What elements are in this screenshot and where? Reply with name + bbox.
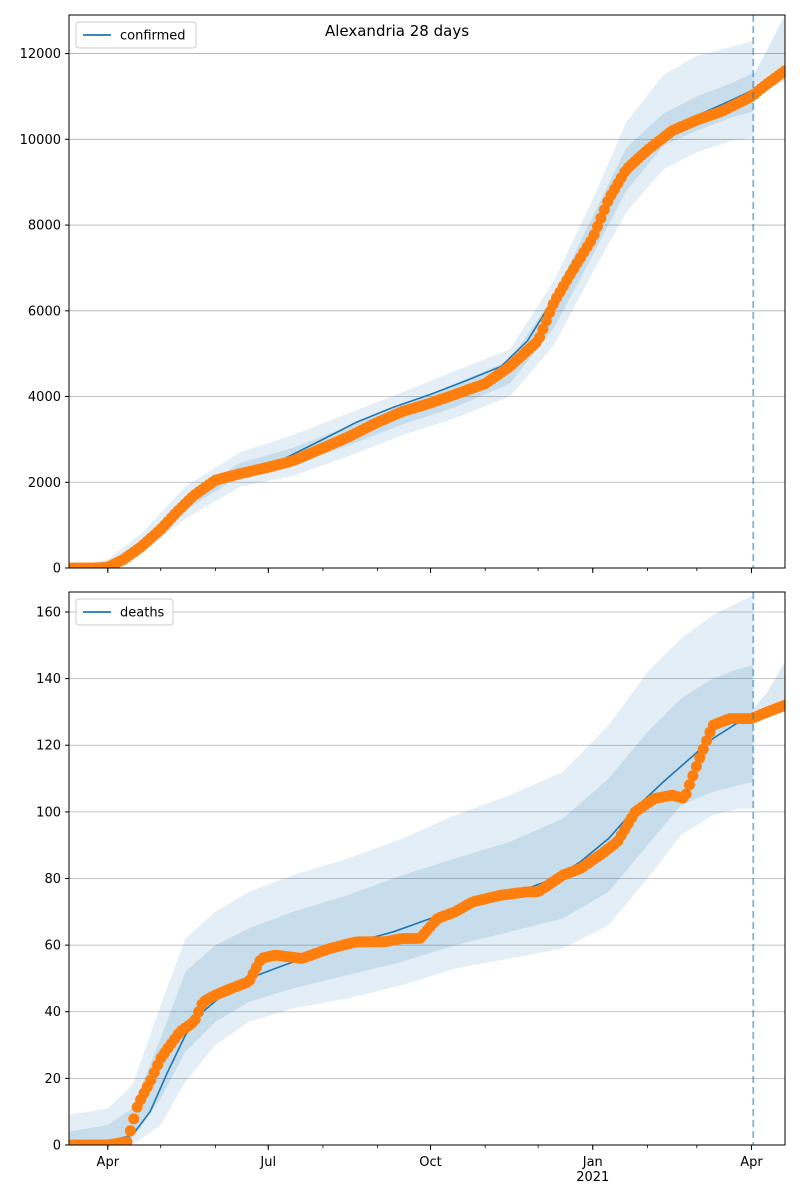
y-tick-label: 8000 bbox=[28, 219, 61, 234]
observed-point bbox=[592, 221, 603, 232]
y-tick-label: 40 bbox=[44, 1005, 61, 1020]
y-tick-label: 0 bbox=[53, 1139, 61, 1154]
observed-point bbox=[694, 752, 706, 764]
y-tick-label: 12000 bbox=[20, 47, 61, 62]
observed-point bbox=[779, 699, 785, 711]
outer-uncertainty-band bbox=[69, 40, 754, 568]
model-line bbox=[69, 714, 754, 1145]
x-tick-label: Oct bbox=[419, 1155, 441, 1170]
x-tick-label: 2021 bbox=[576, 1170, 609, 1185]
observed-point bbox=[598, 204, 610, 216]
observed-point bbox=[544, 307, 556, 318]
observed-point bbox=[779, 65, 785, 77]
y-tick-label: 140 bbox=[36, 672, 61, 687]
y-tick-label: 160 bbox=[36, 605, 61, 620]
observed-point bbox=[687, 770, 699, 782]
y-tick-label: 4000 bbox=[28, 390, 61, 405]
observed-point bbox=[124, 1125, 136, 1137]
legend: confirmed bbox=[75, 21, 197, 49]
axes-frame bbox=[68, 14, 786, 569]
legend-box bbox=[75, 598, 174, 626]
confirmed-panel: 0 2000 4000 6000 8000 10000 12000 Alexandria 28… bbox=[20, 14, 786, 577]
observed-point bbox=[595, 212, 607, 224]
legend-label: confirmed bbox=[120, 29, 186, 44]
y-tick-label: 2000 bbox=[28, 476, 61, 491]
observed-point bbox=[540, 315, 552, 327]
y-tick-label: 6000 bbox=[28, 304, 61, 319]
legend: deaths bbox=[75, 598, 174, 626]
y-tick-label: 120 bbox=[36, 739, 61, 754]
x-tick-label: Apr bbox=[97, 1155, 120, 1170]
observed-point bbox=[534, 331, 545, 343]
y-tick-label: 0 bbox=[53, 562, 61, 577]
legend-label: deaths bbox=[120, 606, 165, 621]
observed-point bbox=[690, 761, 702, 772]
observed-point bbox=[697, 743, 709, 755]
y-tick-label: 60 bbox=[44, 939, 61, 954]
outer-uncertainty-band bbox=[69, 595, 754, 1145]
plot-area bbox=[69, 15, 785, 568]
legend-box bbox=[75, 21, 197, 49]
y-tick-label: 10000 bbox=[20, 133, 61, 148]
axes-frame bbox=[68, 591, 786, 1146]
x-tick-label: Jan bbox=[582, 1155, 603, 1170]
plot-area bbox=[69, 592, 785, 1145]
y-tick-label: 20 bbox=[44, 1072, 61, 1087]
x-tick-label: Jul bbox=[259, 1155, 276, 1170]
observed-point bbox=[680, 788, 692, 800]
observed-point bbox=[684, 779, 695, 791]
observed-point bbox=[701, 735, 713, 747]
y-tick-label: 80 bbox=[44, 872, 61, 887]
observed-point bbox=[128, 1113, 140, 1125]
observed-point bbox=[121, 1136, 133, 1145]
inner-uncertainty-band bbox=[69, 665, 754, 1145]
y-tick-label: 100 bbox=[36, 805, 61, 820]
x-tick-label: Apr bbox=[740, 1155, 763, 1170]
observed-point bbox=[588, 229, 600, 241]
observed-point bbox=[537, 323, 549, 335]
chart-title: Alexandria 28 days bbox=[325, 22, 469, 40]
